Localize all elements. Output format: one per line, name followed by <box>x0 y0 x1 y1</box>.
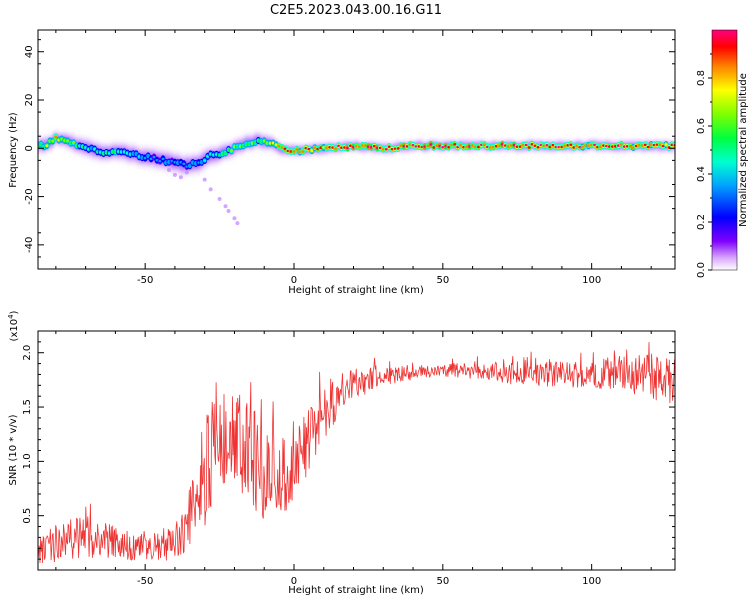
colorbar-tick-label: 0.2 <box>696 214 707 230</box>
spectrogram-cell <box>524 143 528 147</box>
spectrogram-cell <box>158 159 162 163</box>
spectrogram-panel: -50 0 50 100 -40 -20 0 20 40 Height of straight … <box>8 29 676 296</box>
spectrogram-cell <box>593 143 597 147</box>
spectrogram-scatter-point <box>235 221 240 226</box>
spectrogram-y-tick-label: 40 <box>24 45 35 58</box>
snr-x-axis-label: Height of straight line (km) <box>288 585 424 596</box>
snr-panel: -50 0 50 100 0.5 1.0 1.5 2.0 Height of straight… <box>7 310 676 596</box>
spectrogram-cell <box>161 157 165 161</box>
spectrogram-cell <box>387 145 391 148</box>
snr-y-scale-label: (x104) <box>7 310 20 341</box>
snr-y-tick-label: 2.0 <box>22 345 33 361</box>
spectrogram-ridge <box>38 133 675 171</box>
spectrogram-ticks: -50 0 50 100 -40 -20 0 20 40 <box>24 30 675 286</box>
spectrogram-cell <box>188 164 192 168</box>
spectrogram-cell <box>93 147 97 151</box>
spectrogram-cell <box>453 143 457 146</box>
spectrogram-scatter-point <box>166 168 171 173</box>
spectrogram-marks <box>38 129 675 226</box>
spectrogram-y-tick-label: 0 <box>24 145 35 151</box>
spectrogram-cell <box>384 147 388 151</box>
spectrogram-cell <box>334 147 338 151</box>
spectrogram-cell <box>527 146 531 149</box>
spectrogram-cell <box>292 150 296 153</box>
spectrogram-scatter-point <box>217 196 222 201</box>
colorbar: 0.0 0.2 0.4 0.6 0.8 Normalized spectral ampl… <box>696 29 749 278</box>
snr-y-tick-label: 0.5 <box>22 508 33 524</box>
spectrogram-cell <box>477 145 481 149</box>
snr-plot-area <box>38 331 675 570</box>
spectrogram-x-tick-label: -50 <box>137 275 153 286</box>
spectrogram-y-tick-label: -20 <box>24 188 35 204</box>
colorbar-tick-label: 0.6 <box>696 118 707 134</box>
spectrogram-cell <box>262 139 266 143</box>
spectrogram-cell <box>203 159 207 162</box>
spectrogram-scatter-point <box>172 172 177 177</box>
spectrogram-cell <box>643 143 647 147</box>
spectrogram-scatter-point <box>202 177 207 182</box>
spectrogram-cell <box>152 155 156 159</box>
spectrogram-cell <box>295 147 299 151</box>
spectrogram-cell <box>229 149 233 153</box>
colorbar-gradient <box>711 29 738 271</box>
spectrogram-x-axis-label: Height of straight line (km) <box>288 285 424 296</box>
snr-series-line <box>38 342 675 564</box>
spectrogram-cell <box>536 145 540 149</box>
spectrogram-cell <box>346 146 350 150</box>
snr-x-tick-label: 100 <box>582 576 601 587</box>
snr-ticks: -50 0 50 100 0.5 1.0 1.5 2.0 <box>22 331 675 587</box>
snr-x-tick-label: -50 <box>137 576 153 587</box>
snr-marks <box>38 342 675 564</box>
spectrogram-cell <box>253 141 257 144</box>
spectrogram-cell <box>146 154 150 158</box>
spectrogram-cell <box>396 147 400 150</box>
snr-y-tick-label: 1.5 <box>22 399 33 415</box>
spectrogram-cell <box>66 139 70 143</box>
spectrogram-cell <box>283 147 287 151</box>
spectrogram-scatter-point <box>184 170 189 175</box>
spectrogram-y-axis-label: Frequency (Hz) <box>8 112 19 188</box>
spectrogram-cell <box>72 141 76 145</box>
colorbar-label: Normalized spectral amplitude <box>738 73 749 227</box>
spectrogram-cell <box>39 142 43 146</box>
spectrogram-y-tick-label: -40 <box>24 237 35 253</box>
colorbar-ticks: 0.0 0.2 0.4 0.6 0.8 <box>696 53 712 278</box>
spectrogram-cell <box>206 155 210 158</box>
spectrogram-x-tick-label: 100 <box>582 275 601 286</box>
spectrogram-scatter-point <box>226 209 231 214</box>
spectrogram-y-tick-label: 20 <box>24 94 35 107</box>
spectrogram-cell <box>429 143 433 146</box>
spectrogram-cell <box>51 139 55 143</box>
spectrogram-cell <box>310 149 314 152</box>
spectrogram-scatter-point <box>232 216 237 221</box>
colorbar-tick-label: 0.8 <box>696 70 707 86</box>
spectrogram-x-tick-label: 50 <box>436 275 449 286</box>
spectrogram-cell <box>134 152 138 156</box>
spectrogram-cell <box>569 143 573 147</box>
spectrogram-cell <box>646 145 650 149</box>
snr-x-tick-label: 50 <box>436 576 449 587</box>
colorbar-tick-label: 0.0 <box>696 262 707 278</box>
spectrogram-cell <box>619 143 623 146</box>
spectrogram-cell <box>664 143 668 146</box>
snr-y-axis-label: SNR (10 * v/v) <box>8 414 19 485</box>
spectrogram-frame <box>37 29 676 270</box>
spectrogram-cell <box>224 151 228 155</box>
spectrogram-cell <box>54 135 58 139</box>
spectrogram-cell <box>447 145 451 149</box>
colorbar-tick-label: 0.4 <box>696 166 707 182</box>
snr-x-tick-label: 0 <box>291 576 297 587</box>
spectrogram-x-tick-label: 0 <box>291 275 297 286</box>
spectrogram-cell <box>182 162 186 166</box>
spectrogram-cell <box>301 150 305 153</box>
spectrogram-scatter-point <box>178 175 183 180</box>
spectrogram-scatter-point <box>208 187 213 192</box>
spectrogram-cell <box>45 144 49 147</box>
spectrogram-scatter-point <box>223 204 228 209</box>
chart-title: C2E5.2023.043.00.16.G11 <box>270 3 442 18</box>
spectrogram-cell <box>482 143 486 146</box>
snr-y-tick-label: 1.0 <box>22 453 33 469</box>
